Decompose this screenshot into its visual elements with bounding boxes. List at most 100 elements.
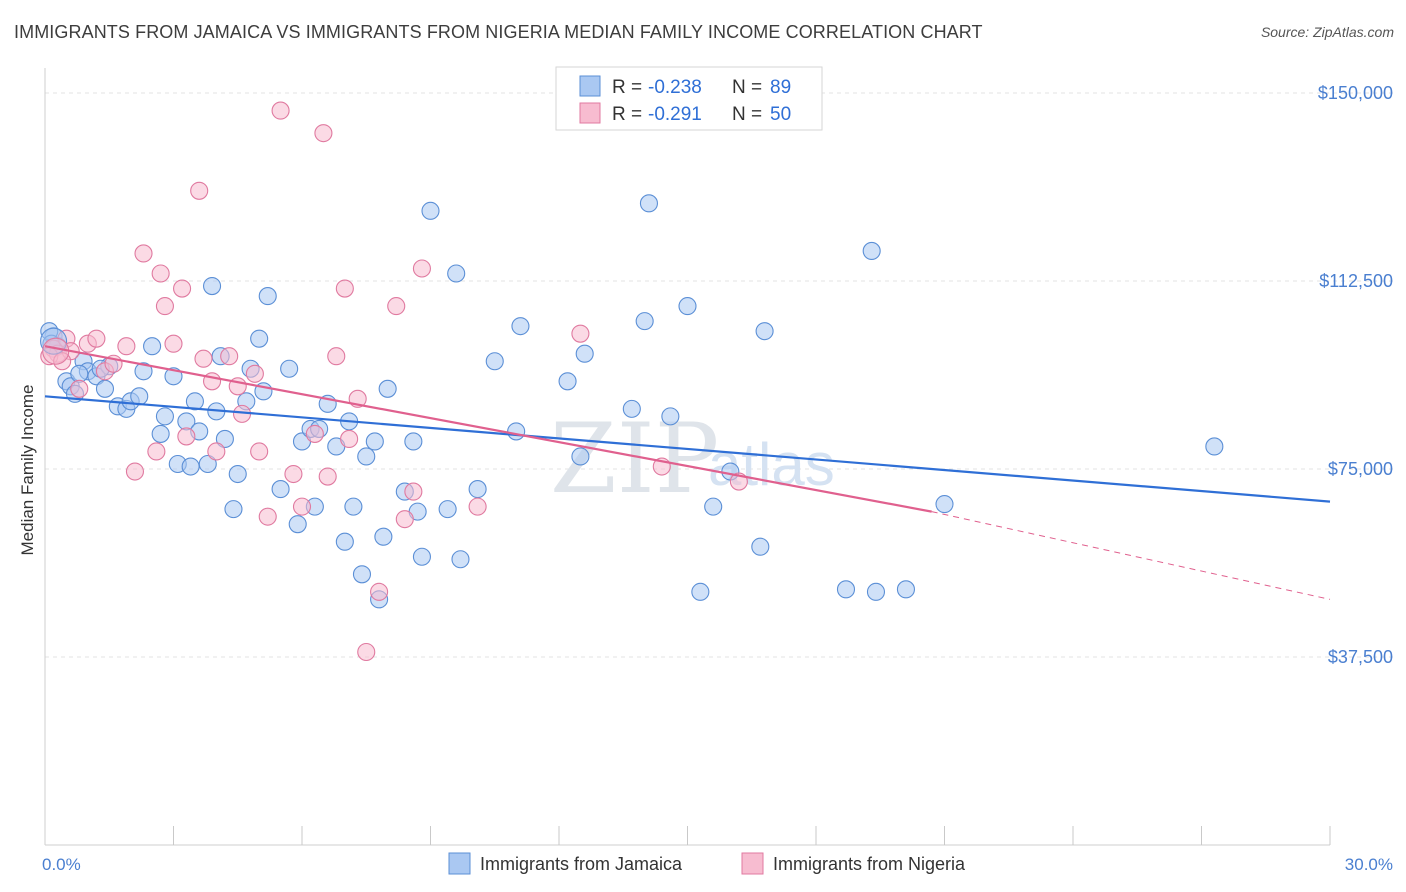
point-series0-66	[558, 372, 577, 391]
point-series1-26	[250, 442, 269, 461]
point-series1-15	[164, 334, 183, 353]
point-series0-71	[639, 194, 659, 213]
point-series0-59	[438, 500, 457, 519]
scatter-points	[40, 101, 1224, 662]
y-tick-label-3: $150,000	[1318, 83, 1393, 103]
point-series0-33	[250, 329, 269, 348]
point-series0-28	[215, 429, 234, 448]
point-series0-29	[224, 500, 243, 519]
point-series0-80	[862, 241, 881, 261]
point-series1-38	[357, 642, 376, 662]
point-series0-65	[511, 317, 530, 336]
point-series1-45	[571, 324, 590, 343]
point-series0-13	[130, 387, 149, 406]
point-series1-35	[335, 279, 354, 298]
point-series1-40	[387, 297, 406, 316]
point-series0-24	[198, 454, 217, 474]
point-series0-47	[344, 497, 363, 516]
point-series0-52	[374, 527, 393, 546]
point-series1-44	[468, 497, 487, 516]
point-series0-8	[95, 379, 115, 398]
point-series0-77	[751, 537, 770, 556]
point-series1-21	[207, 442, 226, 461]
point-series1-29	[284, 464, 303, 484]
point-series1-43	[412, 259, 431, 278]
legend-r-label-1: R =	[612, 104, 642, 125]
point-series0-58	[421, 201, 440, 220]
point-series1-33	[318, 467, 337, 486]
point-series1-10	[125, 462, 144, 481]
point-series0-64	[507, 422, 526, 441]
point-series0-57	[412, 547, 431, 566]
point-series0-72	[661, 407, 680, 426]
point-series1-13	[151, 264, 170, 283]
point-series0-21	[181, 457, 200, 476]
correlation-legend: R = -0.238 N = 89 R = -0.291 N = 50	[555, 66, 823, 131]
point-series1-18	[190, 181, 209, 200]
legend-swatch-0	[579, 75, 601, 97]
x-tick-label-min: 0.0%	[42, 855, 81, 874]
point-series0-53	[378, 379, 397, 398]
point-series0-16	[151, 424, 170, 443]
trend-line-dashed-series1	[931, 511, 1331, 600]
point-series0-55	[404, 432, 423, 451]
bottom-legend-swatch-1	[741, 852, 764, 875]
point-series1-19	[194, 349, 213, 368]
legend-r-value-0: -0.238	[648, 77, 702, 98]
y-tick-label-2: $112,500	[1319, 271, 1393, 291]
y-tick-labels: $37,500 $75,000 $112,500 $150,000	[1318, 83, 1393, 667]
point-series1-16	[173, 279, 192, 298]
point-series0-68	[575, 344, 594, 363]
point-series1-9	[117, 337, 136, 356]
point-cluster-nigeria	[42, 337, 70, 365]
point-series1-42	[404, 482, 423, 501]
point-series0-78	[755, 322, 774, 341]
point-series0-75	[704, 497, 723, 516]
legend-n-label-0: N =	[732, 77, 762, 98]
point-series1-11	[134, 244, 153, 263]
legend-swatch-1	[579, 102, 601, 124]
point-series0-79	[836, 580, 856, 599]
x-tick-label-max: 30.0%	[1345, 855, 1393, 874]
trend-lines	[44, 345, 1331, 600]
point-series0-36	[271, 480, 290, 499]
point-series0-81	[866, 582, 886, 601]
point-series1-39	[370, 582, 389, 601]
point-series1-4	[70, 379, 89, 398]
point-series0-37	[280, 359, 299, 378]
point-series1-34	[327, 347, 346, 366]
trend-line-series0	[44, 395, 1331, 503]
legend-n-value-1: 50	[770, 104, 791, 125]
point-series0-62	[468, 480, 487, 499]
point-series1-22	[220, 347, 239, 366]
y-tick-label-0: $37,500	[1328, 647, 1393, 667]
point-series0-35	[258, 287, 277, 306]
point-series1-32	[314, 124, 333, 143]
point-series0-48	[352, 565, 372, 584]
point-series1-31	[305, 424, 324, 443]
point-series0-25	[203, 276, 222, 296]
point-series0-14	[134, 362, 153, 381]
bottom-legend-label-0: Immigrants from Jamaica	[480, 854, 683, 874]
legend-n-label-1: N =	[732, 104, 762, 125]
point-series0-84	[1205, 437, 1224, 456]
point-series0-30	[228, 464, 247, 484]
y-tick-label-1: $75,000	[1328, 459, 1393, 479]
point-series1-17	[177, 427, 196, 446]
legend-n-value-0: 89	[770, 77, 791, 98]
point-series1-28	[271, 101, 290, 120]
point-series0-69	[622, 399, 641, 418]
point-series0-74	[691, 582, 710, 601]
bottom-legend-label-1: Immigrants from Nigeria	[773, 854, 966, 874]
point-series1-6	[87, 329, 106, 348]
point-series0-22	[185, 392, 204, 411]
point-series0-17	[155, 407, 174, 426]
chart-title: IMMIGRANTS FROM JAMAICA VS IMMIGRANTS FR…	[14, 22, 983, 42]
point-series1-25	[245, 364, 264, 383]
point-series0-38	[288, 515, 307, 534]
point-series0-45	[335, 532, 354, 551]
point-series0-50	[365, 432, 384, 451]
watermark: ZIP atlas	[550, 403, 835, 515]
point-series0-87	[70, 364, 89, 383]
